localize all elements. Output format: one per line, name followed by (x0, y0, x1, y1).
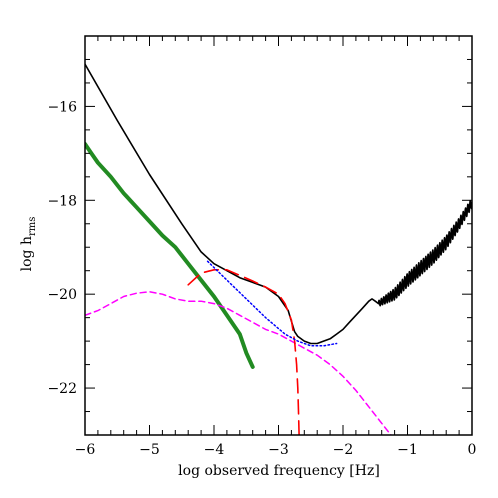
series-line-1 (85, 63, 380, 345)
series-line-6 (206, 260, 338, 347)
svg-text:log hrms: log hrms (19, 217, 38, 272)
plot-frame (84, 35, 473, 436)
series-line-4 (85, 291, 392, 435)
y-tick-label: −22 (47, 381, 77, 397)
x-tick-label: −1 (397, 442, 418, 458)
x-tick-label: −4 (204, 442, 225, 458)
y-tick-label: −16 (47, 99, 77, 115)
y-axis-label-subscript: rms (27, 217, 38, 236)
y-axis-label: log hrms (19, 217, 38, 272)
series-line-5 (187, 268, 300, 435)
y-axis-label-main: log h (19, 236, 35, 271)
series-line-3 (85, 142, 255, 369)
x-tick-label: −6 (75, 442, 96, 458)
tick-labels-layer: −6 −5 −4 −3 −2 −1 0 −22 −20 −18 −16 (47, 99, 476, 458)
series-line-2 (377, 199, 472, 307)
y-tick-label: −18 (47, 193, 77, 209)
x-tick-label: −3 (268, 442, 289, 458)
x-axis-label: log observed frequency [Hz] (178, 463, 380, 479)
x-tick-label: −5 (139, 442, 160, 458)
ticks-layer (84, 35, 473, 436)
series-layer (85, 63, 472, 435)
x-tick-label: 0 (468, 442, 477, 458)
y-tick-label: −20 (47, 287, 77, 303)
x-tick-label: −2 (333, 442, 354, 458)
